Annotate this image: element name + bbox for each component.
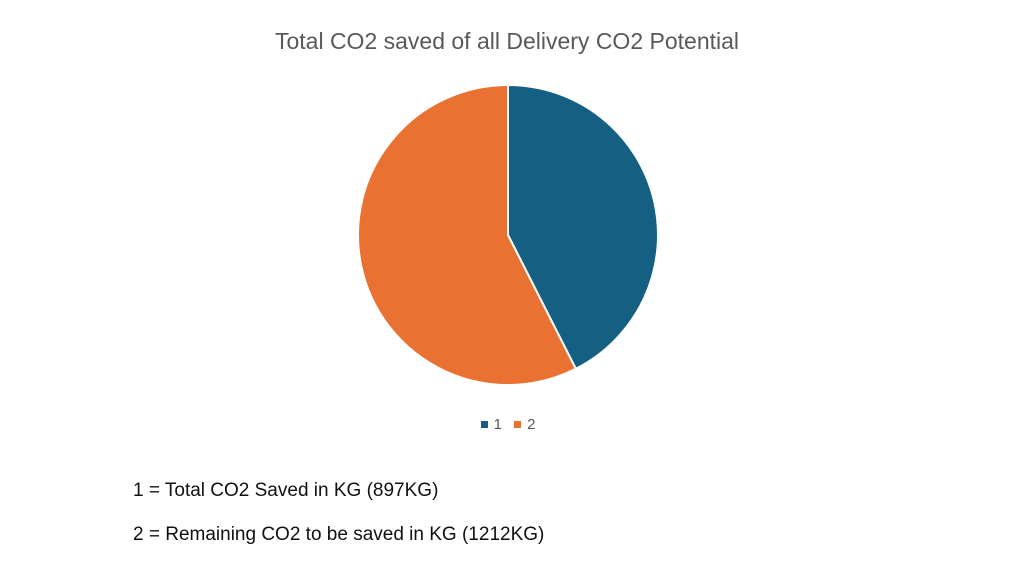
legend-item-2: 2 — [514, 416, 535, 433]
legend-label-1: 1 — [493, 416, 502, 433]
chart-title: Total CO2 saved of all Delivery CO2 Pote… — [274, 28, 740, 54]
note-1: 1 = Total CO2 Saved in KG (897KG) — [133, 480, 439, 501]
pie-slice-1 — [507, 83, 659, 371]
legend-swatch-2 — [514, 421, 522, 428]
legend-label-2: 2 — [527, 416, 536, 433]
pie-slice-2 — [357, 83, 578, 386]
note-2: 2 = Remaining CO2 to be saved in KG (121… — [133, 524, 545, 545]
legend: 1 2 — [0, 415, 1016, 433]
legend-item-1: 1 — [480, 416, 502, 433]
legend-swatch-1 — [480, 421, 488, 428]
